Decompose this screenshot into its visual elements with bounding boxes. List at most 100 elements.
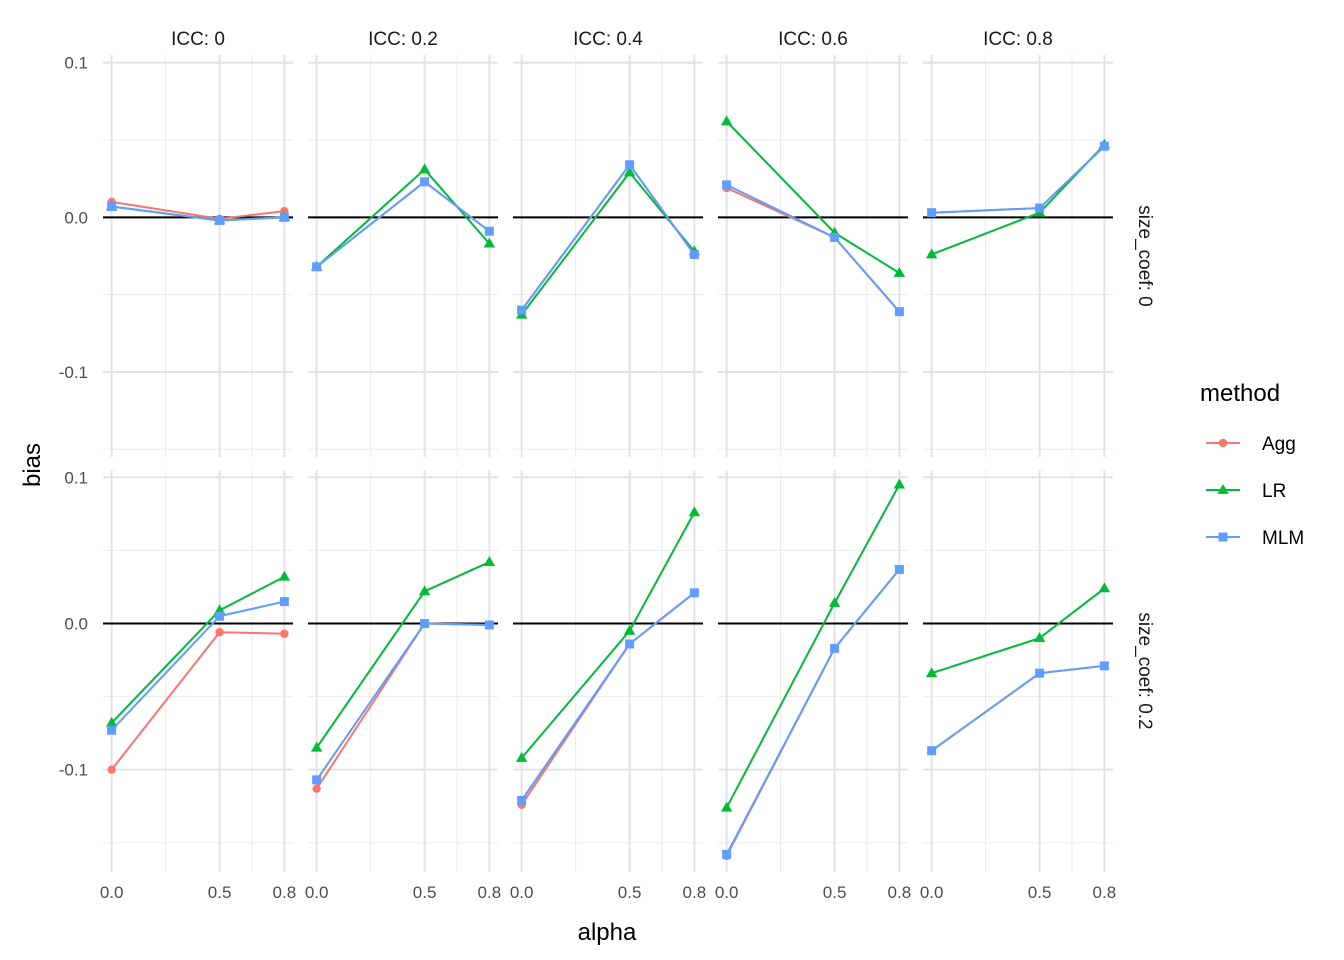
x-tick-label: 0.5 (413, 883, 437, 902)
data-point-mlm (107, 202, 117, 212)
series-line-mlm (726, 183, 901, 313)
panel-r0-c3 (718, 55, 908, 457)
series-line-mlm (315, 622, 490, 781)
legend-entry-label: LR (1262, 481, 1286, 502)
series-line-mlm (316, 180, 490, 268)
series-line-agg (520, 592, 695, 806)
data-point-mlm (894, 564, 904, 574)
panel-r0-c2 (513, 55, 703, 457)
data-point-lr (925, 667, 938, 678)
data-point-mlm (689, 249, 699, 259)
data-point-mlm (420, 177, 430, 187)
x-tick-label: 0.5 (208, 883, 232, 902)
data-point-mlm (625, 160, 635, 170)
data-point-lr (828, 597, 841, 607)
data-point-lr (418, 585, 431, 596)
x-tick-label: 0.0 (305, 883, 329, 902)
series-line-agg (931, 145, 1106, 214)
data-point-mlm (484, 226, 494, 236)
data-point-lr (418, 163, 431, 174)
y-tick-label: 0.0 (64, 614, 88, 633)
data-point-lr (720, 115, 733, 126)
y-tick-label: 0.1 (64, 54, 88, 73)
data-point-agg (280, 629, 289, 638)
y-tick-label: -0.1 (59, 761, 88, 780)
data-point-lr (1098, 582, 1111, 593)
data-point-mlm (279, 212, 289, 222)
legend-entry-label: MLM (1262, 528, 1304, 549)
data-point-mlm (312, 775, 322, 785)
panel-r1-c2 (513, 470, 703, 872)
data-point-lr (925, 248, 938, 259)
series-line-lr (725, 484, 901, 809)
data-point-mlm (1099, 141, 1109, 151)
legend-key-marker (1218, 438, 1228, 448)
x-tick-label: 0.8 (478, 883, 502, 902)
data-point-mlm (1035, 668, 1045, 678)
x-axis-title: alpha (578, 919, 637, 946)
series-line-agg (726, 187, 901, 313)
x-tick-label: 0.5 (823, 883, 847, 902)
series-line-mlm (110, 600, 285, 731)
column-facet-label: ICC: 0.2 (368, 29, 438, 50)
data-point-mlm (625, 639, 635, 649)
data-point-mlm (830, 643, 840, 653)
column-facet-label: ICC: 0.4 (573, 29, 643, 50)
data-point-mlm (312, 262, 322, 272)
data-point-lr (105, 716, 118, 727)
data-point-lr (483, 237, 496, 248)
data-point-mlm (215, 611, 225, 621)
data-point-mlm (517, 795, 527, 805)
legend-entry-label: Agg (1262, 434, 1296, 455)
series-line-agg (315, 622, 490, 790)
panel-r0-c0 (103, 55, 293, 457)
data-point-mlm (894, 307, 904, 317)
x-tick-label: 0.0 (920, 883, 944, 902)
series-line-mlm (931, 145, 1106, 214)
labels-layer: 0.1 0.0 -0.1 size_coef: 0 0.0 0.5 0.8 0.0 0.5 0.8… (19, 29, 1155, 946)
data-point-lr (893, 478, 906, 489)
data-point-lr (893, 267, 906, 277)
column-facet-label: ICC: 0 (171, 29, 225, 50)
data-point-mlm (484, 620, 494, 630)
series-line-mlm (931, 664, 1105, 752)
row-facet-label: size_coef: 0.2 (1134, 612, 1155, 729)
data-point-mlm (517, 305, 527, 315)
legend-key-marker (1217, 484, 1229, 494)
data-point-mlm (279, 597, 289, 607)
x-tick-label: 0.8 (683, 883, 707, 902)
x-tick-label: 0.8 (273, 883, 297, 902)
x-tick-label: 0.8 (888, 883, 912, 902)
legend-key-marker (1218, 532, 1228, 542)
data-point-mlm (107, 725, 117, 735)
panels-layer (103, 55, 1113, 872)
column-facet-label: ICC: 0.6 (778, 29, 848, 50)
panel-r0-c4 (923, 55, 1113, 457)
data-point-mlm (927, 746, 937, 756)
x-tick-label: 0.0 (100, 883, 124, 902)
series-line-lr (931, 143, 1106, 256)
data-point-agg (312, 784, 321, 793)
series-line-agg (316, 180, 490, 268)
data-point-lr (515, 751, 528, 762)
data-point-lr (310, 741, 323, 752)
legend: method Agg LR MLM (1200, 380, 1304, 549)
data-point-mlm (722, 849, 732, 859)
data-point-mlm (830, 232, 840, 242)
column-facet-label: ICC: 0.8 (983, 29, 1053, 50)
x-tick-label: 0.5 (1028, 883, 1052, 902)
data-point-mlm (1099, 661, 1109, 671)
data-point-mlm (927, 208, 937, 218)
y-tick-label: 0.1 (64, 468, 88, 487)
data-point-mlm (689, 588, 699, 598)
data-point-lr (720, 801, 733, 812)
panel-r1-c3 (718, 470, 908, 872)
series-line-lr (520, 511, 696, 759)
data-point-lr (623, 624, 636, 635)
panel-r1-c1 (308, 470, 498, 872)
data-point-agg (107, 765, 116, 774)
data-point-mlm (722, 180, 732, 190)
series-line-mlm (520, 163, 696, 311)
series-line-mlm (725, 568, 901, 855)
